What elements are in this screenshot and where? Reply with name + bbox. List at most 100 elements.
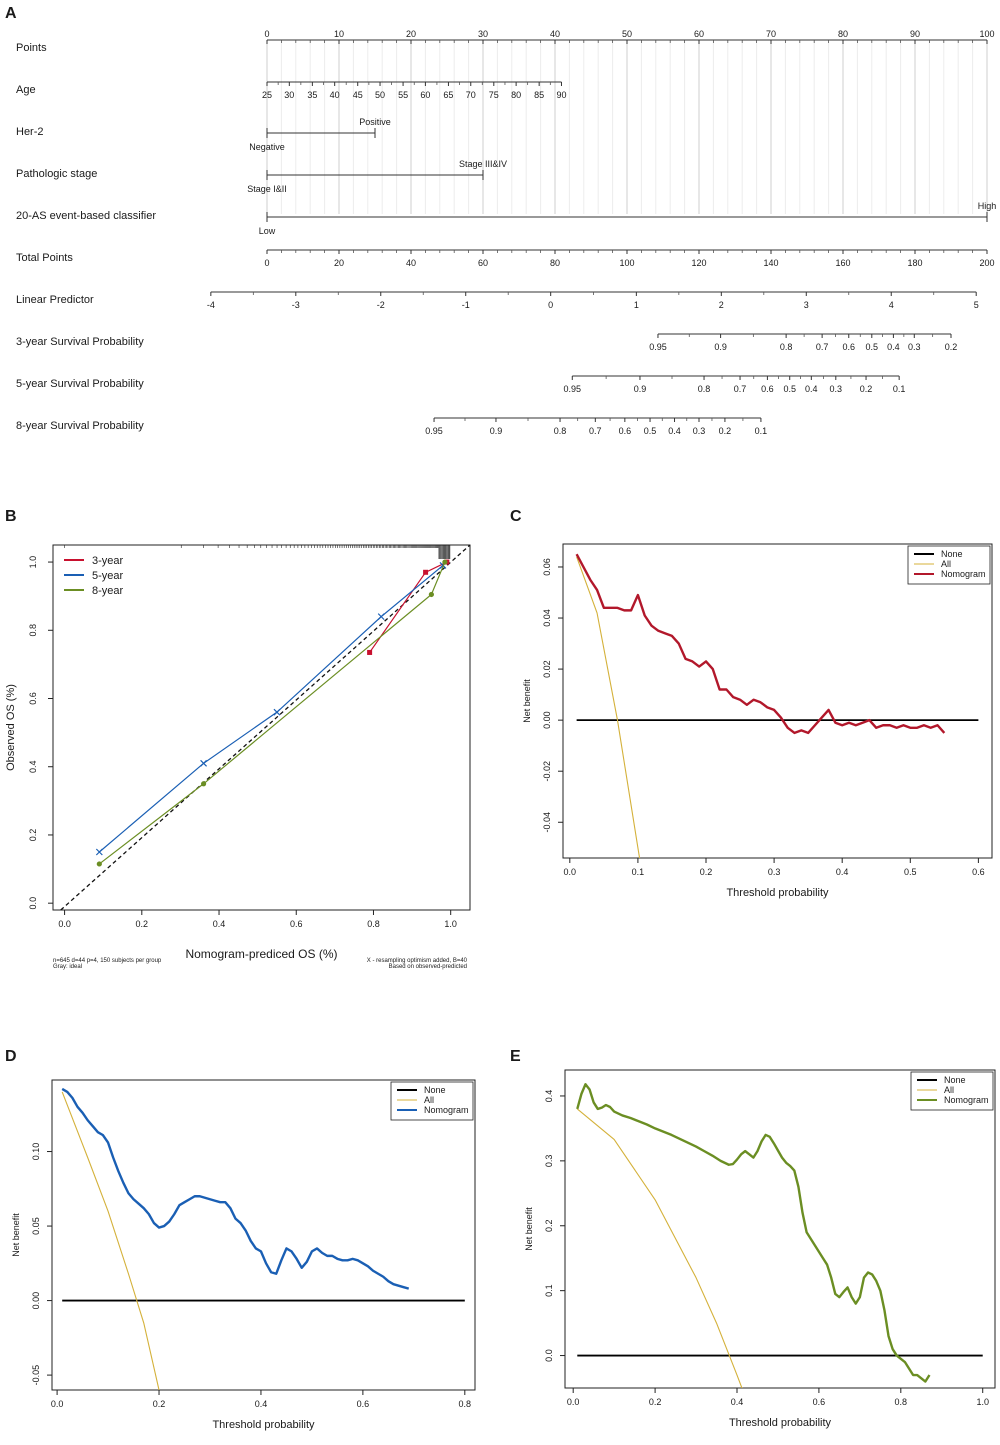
curve-all <box>576 556 641 858</box>
calibration-point-5-year <box>377 613 385 621</box>
nomogram-tick-label: 60 <box>694 29 704 39</box>
nomogram-tick-label: 0.95 <box>425 426 443 436</box>
nomogram-tick-label: 90 <box>556 90 566 100</box>
nomogram-label-points: Points <box>16 42 47 54</box>
legend-box <box>910 1071 994 1111</box>
nomogram-tick-label: 20 <box>334 258 344 268</box>
x-tick-label: 0.4 <box>213 919 226 929</box>
y-tick-label: 0.04 <box>542 609 552 627</box>
nomogram-tick-label: 60 <box>420 90 430 100</box>
curve-nomogram <box>61 1087 410 1290</box>
x-tick-label: 0.6 <box>357 1399 370 1409</box>
nomogram-tick-label: 0.2 <box>945 342 958 352</box>
calibration-point-8-year <box>428 591 434 598</box>
x-tick-label: 0.4 <box>731 1397 744 1407</box>
y-tick-label: -0.05 <box>31 1365 41 1386</box>
calibration-point-8-year <box>96 861 102 867</box>
nomogram-tick-label: Stage I&II <box>247 184 287 194</box>
legend-label-none: None <box>944 1075 966 1085</box>
y-tick-label: -0.02 <box>542 761 552 782</box>
nomogram-tick-label: 160 <box>835 258 850 268</box>
y-tick-label: 0.3 <box>544 1155 554 1168</box>
nomogram-tick-label: 50 <box>375 90 385 100</box>
x-axis-title: Threshold probability <box>726 887 829 899</box>
legend-label-nomogram: Nomogram <box>944 1095 989 1105</box>
legend-label-nomogram: Nomogram <box>424 1105 469 1115</box>
y-tick-label: 0.2 <box>544 1219 554 1232</box>
nomogram-tick-label: 0.1 <box>755 426 768 436</box>
nomogram-tick-label: 0.95 <box>649 342 667 352</box>
dca-3year-panel: 0.0 0.1 0.2 0.3 0.4 0.5 0.6 -0.04 -0.02 0.00 0.02 0… <box>522 543 993 899</box>
dca-8year-panel: 0.0 0.2 0.4 0.6 0.8 1.0 0.0 0.1 0.2 0.3 0.4 Thresho… <box>524 1069 996 1429</box>
plot-area <box>576 1083 983 1388</box>
nomogram-tick-label: 200 <box>979 258 994 268</box>
note-left: Gray: ideal <box>53 964 82 970</box>
nomogram-tick-label: 0.8 <box>698 384 711 394</box>
dca-5year-panel: 0.0 0.2 0.4 0.6 0.8 -0.05 0.00 0.05 0.10 Threshol… <box>11 1079 476 1431</box>
nomogram-tick-label: 0.6 <box>619 426 632 436</box>
nomogram-tick-label: 0.6 <box>761 384 774 394</box>
legend-label-5-year: 5-year <box>92 570 124 582</box>
nomogram-tick-label: 90 <box>910 29 920 39</box>
legend-label-all: All <box>944 1085 954 1095</box>
nomogram-tick-label: 5 <box>974 300 979 310</box>
legend-label-8-year: 8-year <box>92 585 124 597</box>
legend-label-nomogram: Nomogram <box>941 569 986 579</box>
nomogram-tick-label: 0.5 <box>783 384 796 394</box>
note-right: Based on observed-predicted <box>389 964 467 970</box>
x-axis-title: Threshold probability <box>212 1419 315 1431</box>
nomogram-tick-label: 120 <box>691 258 706 268</box>
nomogram-tick-label: 0.6 <box>843 342 856 352</box>
x-tick-label: 0.6 <box>972 867 985 877</box>
nomogram-label-3-year-survival-probability: 3-year Survival Probability <box>16 336 144 348</box>
calibration-point-3-year <box>367 649 373 655</box>
y-axis-title: Net benefit <box>524 1207 534 1251</box>
calibration-line-3-year <box>369 561 448 653</box>
nomogram-tick-label: High <box>978 201 997 211</box>
legend-box <box>907 545 991 585</box>
calibration-point-8-year <box>442 559 448 565</box>
nomogram-tick-label: 80 <box>838 29 848 39</box>
nomogram-tick-label: Stage III&IV <box>459 159 507 169</box>
curve-all <box>576 1108 743 1388</box>
note-right: X - resampling optimism added, B=40 <box>367 958 468 964</box>
nomogram-tick-label: 0.8 <box>554 426 567 436</box>
nomogram-tick-label: 70 <box>466 90 476 100</box>
nomogram-tick-label: 50 <box>622 29 632 39</box>
nomogram-tick-label: 25 <box>262 90 272 100</box>
y-tick-label: 1.0 <box>28 556 38 569</box>
nomogram-label-8-year-survival-probability: 8-year Survival Probability <box>16 420 144 432</box>
nomogram-tick-label: 0.1 <box>893 384 906 394</box>
curve-nomogram <box>575 553 946 735</box>
nomogram-label-total-points: Total Points <box>16 252 73 264</box>
x-tick-label: 0.2 <box>153 1399 166 1409</box>
nomogram-label-pathologic-stage: Pathologic stage <box>16 168 97 180</box>
nomogram-tick-label: 140 <box>763 258 778 268</box>
nomogram-tick-label: 0.95 <box>564 384 582 394</box>
nomogram-tick-label: 0.4 <box>887 342 900 352</box>
nomogram-tick-label: 30 <box>478 29 488 39</box>
nomogram-tick-label: 75 <box>489 90 499 100</box>
nomogram-tick-label: 0.9 <box>490 426 503 436</box>
nomogram-tick-label: 0.3 <box>830 384 843 394</box>
x-tick-label: 0.6 <box>813 1397 826 1407</box>
curve-nomogram <box>576 1083 931 1383</box>
nomogram-label-her-2: Her-2 <box>16 126 44 138</box>
calibration-line-8-year <box>98 561 446 865</box>
y-tick-label: 0.8 <box>28 624 38 637</box>
nomogram-tick-label: 0.9 <box>714 342 727 352</box>
nomogram-tick-label: 10 <box>334 29 344 39</box>
predicted-rug <box>64 545 451 559</box>
nomogram-tick-label: 55 <box>398 90 408 100</box>
x-tick-label: 0.8 <box>459 1399 472 1409</box>
nomogram-tick-label: 0.7 <box>734 384 747 394</box>
plot-frame <box>52 544 471 911</box>
x-tick-label: 1.0 <box>444 919 457 929</box>
plot-frame <box>562 543 993 859</box>
nomogram-label-age: Age <box>16 84 36 96</box>
y-tick-label: 0.0 <box>28 897 38 910</box>
nomogram-tick-label: 100 <box>979 29 994 39</box>
nomogram-tick-label: 85 <box>534 90 544 100</box>
